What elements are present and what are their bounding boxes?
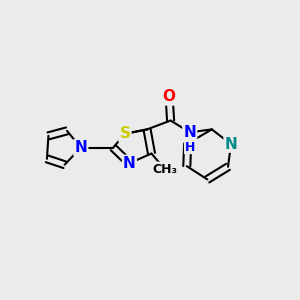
Text: N: N [225,136,237,152]
Text: N: N [74,140,87,155]
Text: S: S [119,126,130,141]
Text: N: N [183,125,196,140]
Text: H: H [184,141,195,154]
Text: CH₃: CH₃ [152,163,177,176]
Text: O: O [163,89,176,104]
Text: N: N [123,156,136,171]
